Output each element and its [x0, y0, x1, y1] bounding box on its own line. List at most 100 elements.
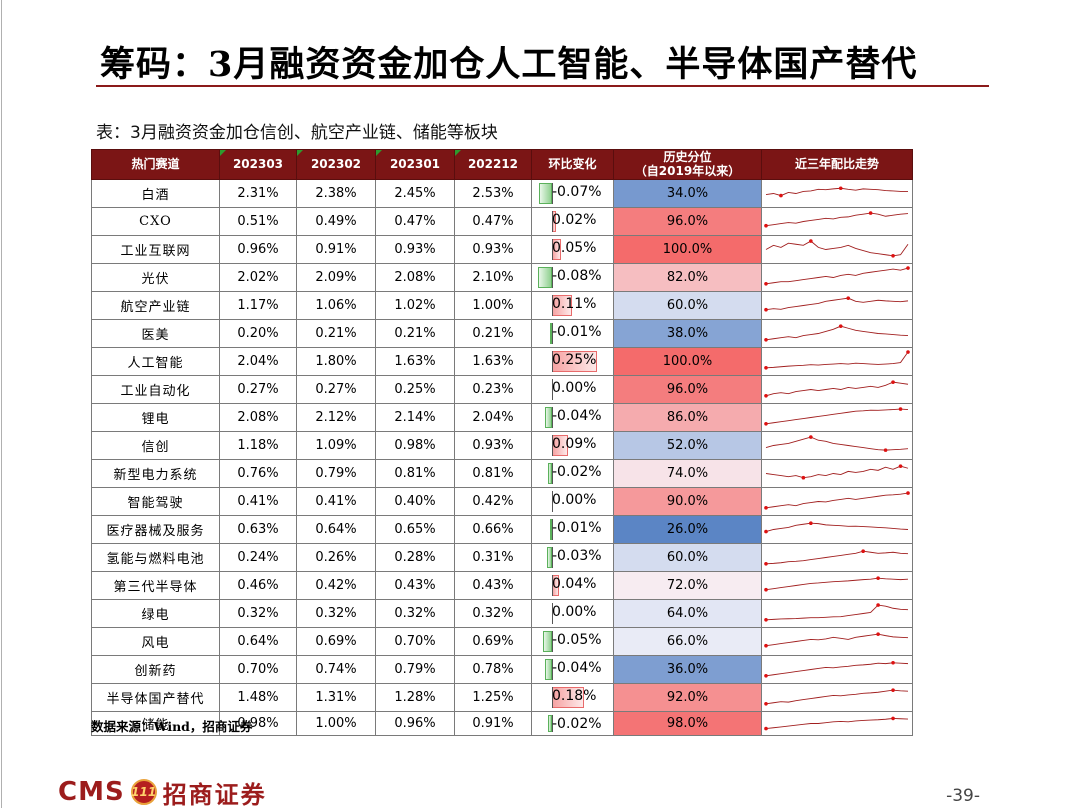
- flag-icon: [376, 150, 382, 156]
- month-value-cell: 0.96%: [219, 235, 297, 264]
- sparkline-path: [765, 577, 909, 591]
- brand-cms-text: CMS: [58, 777, 125, 807]
- month-value-cell: 0.93%: [454, 235, 532, 264]
- sparkline-path: [765, 717, 909, 730]
- percentile-cell: 100.0%: [613, 347, 762, 376]
- month-value-cell: 0.93%: [454, 431, 532, 460]
- month-value-cell: 2.08%: [219, 403, 297, 432]
- change-bar: [543, 631, 552, 652]
- trend-sparkline: [764, 521, 909, 534]
- table-caption: 表：3月融资资金加仓信创、航空产业链、储能等板块: [96, 123, 498, 143]
- sector-name-cell: 白酒: [91, 179, 220, 208]
- sparkline-marker: [876, 632, 880, 636]
- change-axis: [552, 519, 553, 540]
- change-value: -0.02%: [552, 716, 602, 732]
- change-axis: [552, 659, 553, 680]
- header-percentile: 历史分位 （自2019年以来）: [613, 149, 762, 180]
- month-value-cell: 0.79%: [375, 655, 455, 684]
- change-cell: 0.05%: [531, 235, 614, 264]
- month-value-cell: 1.06%: [296, 291, 376, 320]
- change-axis: [552, 715, 553, 732]
- change-axis: [552, 211, 553, 232]
- header-change: 环比变化: [531, 149, 614, 180]
- sparkline-marker: [764, 422, 768, 426]
- sector-name-cell: 第三代半导体: [91, 571, 220, 600]
- trend-cell: [761, 235, 913, 264]
- change-axis: [552, 239, 553, 260]
- change-cell: 0.25%: [531, 347, 614, 376]
- change-value: 0.02%: [552, 212, 597, 228]
- month-value-cell: 0.81%: [454, 459, 532, 488]
- change-cell: -0.02%: [531, 459, 614, 488]
- percentile-cell: 60.0%: [613, 291, 762, 320]
- table-row: 风电 0.64% 0.69% 0.70% 0.69% -0.05% 66.0%: [91, 627, 913, 656]
- change-value: -0.08%: [552, 268, 602, 284]
- change-axis: [552, 603, 553, 624]
- trend-cell: [761, 459, 913, 488]
- table-row: 氢能与燃料电池 0.24% 0.26% 0.28% 0.31% -0.03% 60.0%: [91, 543, 913, 572]
- sector-name-cell: 人工智能: [91, 347, 220, 376]
- month-value-cell: 1.80%: [296, 347, 376, 376]
- month-value-cell: 0.41%: [296, 487, 376, 516]
- sparkline-path: [765, 325, 909, 341]
- trend-sparkline: [764, 211, 909, 228]
- sector-name-cell: 光伏: [91, 263, 220, 292]
- percentile-cell: 60.0%: [613, 543, 762, 572]
- month-value-cell: 1.00%: [296, 711, 376, 736]
- change-bar: [544, 659, 552, 680]
- sparkline-marker: [838, 324, 843, 328]
- sparkline-marker: [891, 716, 895, 721]
- sparkline-marker: [876, 603, 880, 607]
- change-axis: [552, 687, 553, 708]
- trend-sparkline: [764, 407, 909, 426]
- change-cell: -0.07%: [531, 179, 614, 208]
- header-202302: 202302: [296, 149, 376, 180]
- month-value-cell: 1.63%: [375, 347, 455, 376]
- page-number: -39-: [946, 786, 980, 806]
- change-value: -0.04%: [552, 660, 602, 676]
- percentile-cell: 38.0%: [613, 319, 762, 348]
- month-value-cell: 0.70%: [219, 655, 297, 684]
- change-value: 0.00%: [552, 492, 597, 508]
- change-value: -0.03%: [552, 548, 602, 564]
- trend-sparkline: [764, 296, 909, 312]
- change-axis: [552, 323, 553, 344]
- month-value-cell: 0.78%: [454, 655, 532, 684]
- month-value-cell: 0.32%: [454, 599, 532, 628]
- month-value-cell: 0.91%: [454, 711, 532, 736]
- month-value-cell: 2.04%: [219, 347, 297, 376]
- brand-emblem-icon: 111: [130, 779, 157, 805]
- change-cell: -0.01%: [531, 515, 614, 544]
- header-percentile-line2: （自2019年以来）: [634, 163, 741, 178]
- table-row: 创新药 0.70% 0.74% 0.79% 0.78% -0.04% 36.0%: [91, 655, 913, 684]
- change-cell: -0.05%: [531, 627, 614, 656]
- month-value-cell: 1.48%: [219, 683, 297, 712]
- change-value: -0.07%: [552, 184, 602, 200]
- change-cell: 0.09%: [531, 431, 614, 460]
- sparkline-path: [765, 267, 909, 285]
- month-value-cell: 2.09%: [296, 263, 376, 292]
- change-cell: -0.02%: [531, 711, 614, 736]
- data-source-note: 数据来源：Wind，招商证券: [91, 719, 253, 734]
- change-axis: [552, 183, 553, 204]
- change-axis: [552, 351, 553, 372]
- change-axis: [552, 379, 553, 400]
- month-value-cell: 0.70%: [375, 627, 455, 656]
- sparkline-marker: [891, 688, 895, 692]
- sparkline-path: [765, 212, 909, 227]
- sector-name-cell: 锂电: [91, 403, 220, 432]
- trend-cell: [761, 683, 913, 712]
- table-row: 锂电 2.08% 2.12% 2.14% 2.04% -0.04% 86.0%: [91, 403, 913, 432]
- sparkline-path: [765, 465, 909, 479]
- change-cell: -0.08%: [531, 263, 614, 292]
- month-value-cell: 0.24%: [219, 543, 297, 572]
- header-trend: 近三年配比走势: [761, 149, 913, 180]
- table-row: 新型电力系统 0.76% 0.79% 0.81% 0.81% -0.02% 74.0%: [91, 459, 913, 488]
- sparkline-marker: [764, 674, 768, 678]
- sparkline-marker: [764, 506, 768, 510]
- trend-sparkline: [764, 350, 910, 370]
- table-body: 白酒 2.31% 2.38% 2.45% 2.53% -0.07% 34.0% CXO 0.51…: [91, 179, 913, 736]
- change-value: 0.18%: [552, 688, 597, 704]
- sparkline-marker: [801, 475, 806, 480]
- month-value-cell: 0.25%: [375, 375, 455, 404]
